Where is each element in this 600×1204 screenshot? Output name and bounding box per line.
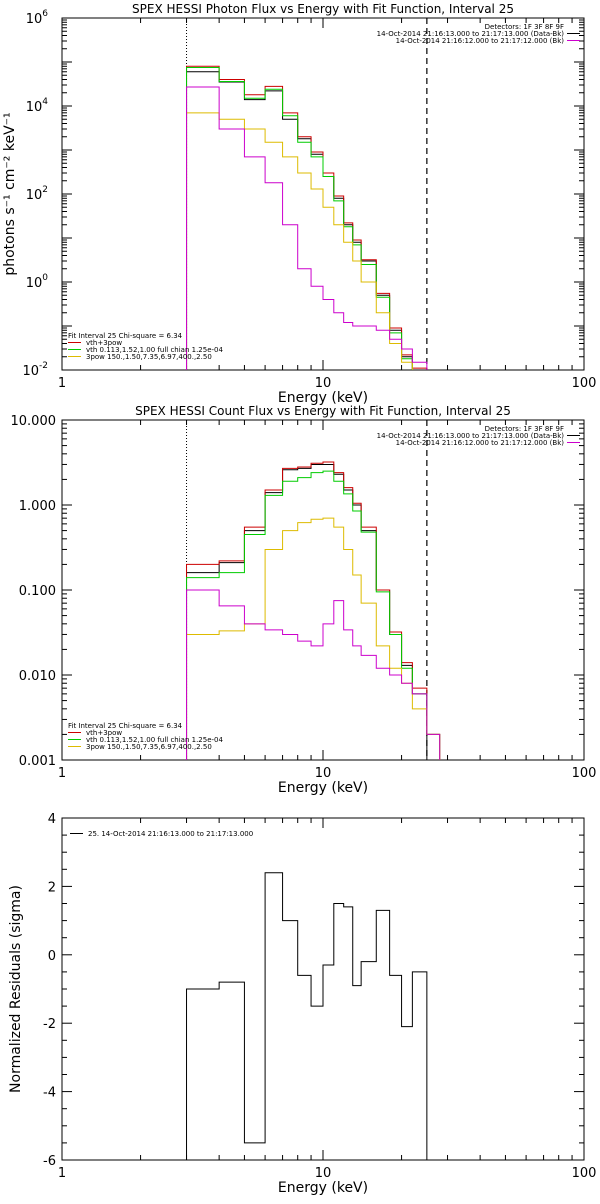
x-axis-label: Energy (keV) [278, 780, 368, 796]
legend-entry: 3pow 150.,1.50,7.35,6.97,400.,2.50 [86, 353, 212, 361]
legend-entry: vth+3pow [86, 339, 122, 347]
y-tick-label: 4 [48, 812, 56, 827]
y-tick-label: 10-2 [22, 361, 48, 379]
y-tick-base: 10 [26, 276, 43, 291]
y-tick-label: 106 [26, 9, 49, 27]
y-tick-label: 0.010 [19, 669, 56, 684]
series-vth+3pow-line [186, 65, 428, 370]
legend-entry: Fit Interval 25 Chi-square = 6.34 [68, 722, 183, 730]
series-Bk-line [186, 86, 428, 370]
series-vth-line [186, 470, 441, 760]
x-tick-label: 10 [315, 1166, 332, 1181]
legend-entry: 3pow 150.,1.50,7.35,6.97,400.,2.50 [86, 743, 212, 751]
x-tick-label: 100 [572, 376, 597, 391]
y-tick-label: 0.100 [19, 584, 56, 599]
chart-title: SPEX HESSI Photon Flux vs Energy with Fi… [132, 2, 514, 16]
x-tick-label: 1 [58, 1166, 66, 1181]
series-group [186, 461, 441, 760]
legend-entry: 14-Oct-2014 21:16:12.000 to 21:17:12.000… [396, 37, 565, 45]
y-tick-label: 0 [48, 949, 56, 964]
series-Data-Bk-line [186, 71, 428, 370]
y-tick-label: 102 [26, 185, 48, 203]
y-tick-exponent: -2 [39, 361, 48, 371]
series-residuals-line [186, 872, 428, 1160]
x-tick-label: 1 [58, 766, 66, 781]
y-tick-exponent: 0 [42, 273, 48, 283]
x-tick-label: 1 [58, 376, 66, 391]
legend-entry: vth 0.113,1.52,1.00 full chian 1.25e-04 [86, 346, 224, 354]
x-axis-label: Energy (keV) [278, 390, 368, 406]
y-tick-label: 10.000 [11, 414, 57, 429]
series-group [186, 872, 428, 1160]
y-tick-exponent: 6 [42, 9, 48, 19]
chart-title: SPEX HESSI Count Flux vs Energy with Fit… [135, 404, 511, 418]
y-tick-base: 10 [22, 364, 39, 379]
legend-entry: 25. 14-Oct-2014 21:16:13.000 to 21:17:13… [88, 830, 253, 838]
y-tick-base: 10 [26, 188, 43, 203]
y-tick-base: 10 [26, 12, 43, 27]
x-tick-label: 10 [315, 376, 332, 391]
y-tick-label: -4 [43, 1086, 56, 1101]
y-tick-base: 10 [26, 100, 43, 115]
series-vth-line [186, 66, 413, 370]
y-tick-exponent: 2 [42, 185, 48, 195]
x-tick-label: 100 [572, 766, 597, 781]
x-tick-label: 100 [572, 1166, 597, 1181]
panel-1: SPEX HESSI Photon Flux vs Energy with Fi… [2, 2, 596, 406]
legend-entry: Detectors: 1F 3F 8F 9F [485, 23, 564, 31]
y-tick-label: 0.001 [19, 754, 56, 769]
y-axis-label: photons s⁻¹ cm⁻² keV⁻¹ [2, 112, 18, 275]
y-tick-label: 104 [26, 97, 49, 115]
legend-entry: Fit Interval 25 Chi-square = 6.34 [68, 332, 183, 340]
panel-3: 1 10 100 Energy (keV) -6 -4 -2 0 2 4 Normalized Re… [8, 812, 596, 1196]
legend-entry: vth+3pow [86, 729, 122, 737]
y-axis-label: Normalized Residuals (sigma) [8, 885, 24, 1093]
legend-entry: Detectors: 1F 3F 8F 9F [485, 425, 564, 433]
y-tick-exponent: 4 [42, 97, 48, 107]
x-axis-label: Energy (keV) [278, 1180, 368, 1196]
series-group [186, 65, 428, 370]
y-tick-label: -2 [43, 1017, 56, 1032]
y-tick-label: 100 [26, 273, 49, 291]
legend-entry: vth 0.113,1.52,1.00 full chian 1.25e-04 [86, 736, 224, 744]
series-Data-Bk-line [186, 463, 428, 760]
y-tick-label: -6 [43, 1154, 56, 1169]
x-tick-label: 10 [315, 766, 332, 781]
legend-entry: 14-Oct-2014 21:16:13.000 to 21:17:13.000… [377, 432, 565, 440]
series-Bk-line [186, 589, 441, 760]
legend-entry: 14-Oct-2014 21:16:12.000 to 21:17:12.000… [396, 439, 565, 447]
panel-2: SPEX HESSI Count Flux vs Energy with Fit… [11, 404, 597, 796]
legend-entry: 14-Oct-2014 21:16:13.000 to 21:17:13.000… [377, 30, 565, 38]
y-tick-label: 2 [48, 880, 56, 895]
y-tick-label: 1.000 [19, 499, 56, 514]
series-3pow-line [186, 112, 413, 370]
series-vth+3pow-line [186, 461, 441, 760]
